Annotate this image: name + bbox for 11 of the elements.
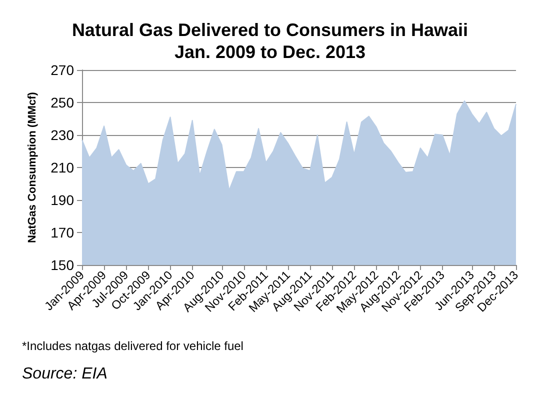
y-tick-label: 230	[50, 127, 74, 143]
y-tick-label: 170	[50, 224, 74, 240]
text: *Includes natgas delivered for vehicle fuel	[22, 339, 244, 353]
y-tick-label: 210	[50, 160, 74, 176]
y-tick-label: 190	[50, 192, 74, 208]
y-tick-label: 250	[50, 94, 74, 110]
chart-title: Natural Gas Delivered to Consumers in Hawaii Jan. 2009 to Dec. 2013	[72, 20, 468, 62]
y-tick-label: 270	[50, 62, 74, 78]
source-note: Source: EIA	[22, 366, 108, 382]
y-axis-title: NatGas Consumption (MMcf)	[26, 92, 38, 243]
y-tick-label: 150	[50, 257, 74, 273]
